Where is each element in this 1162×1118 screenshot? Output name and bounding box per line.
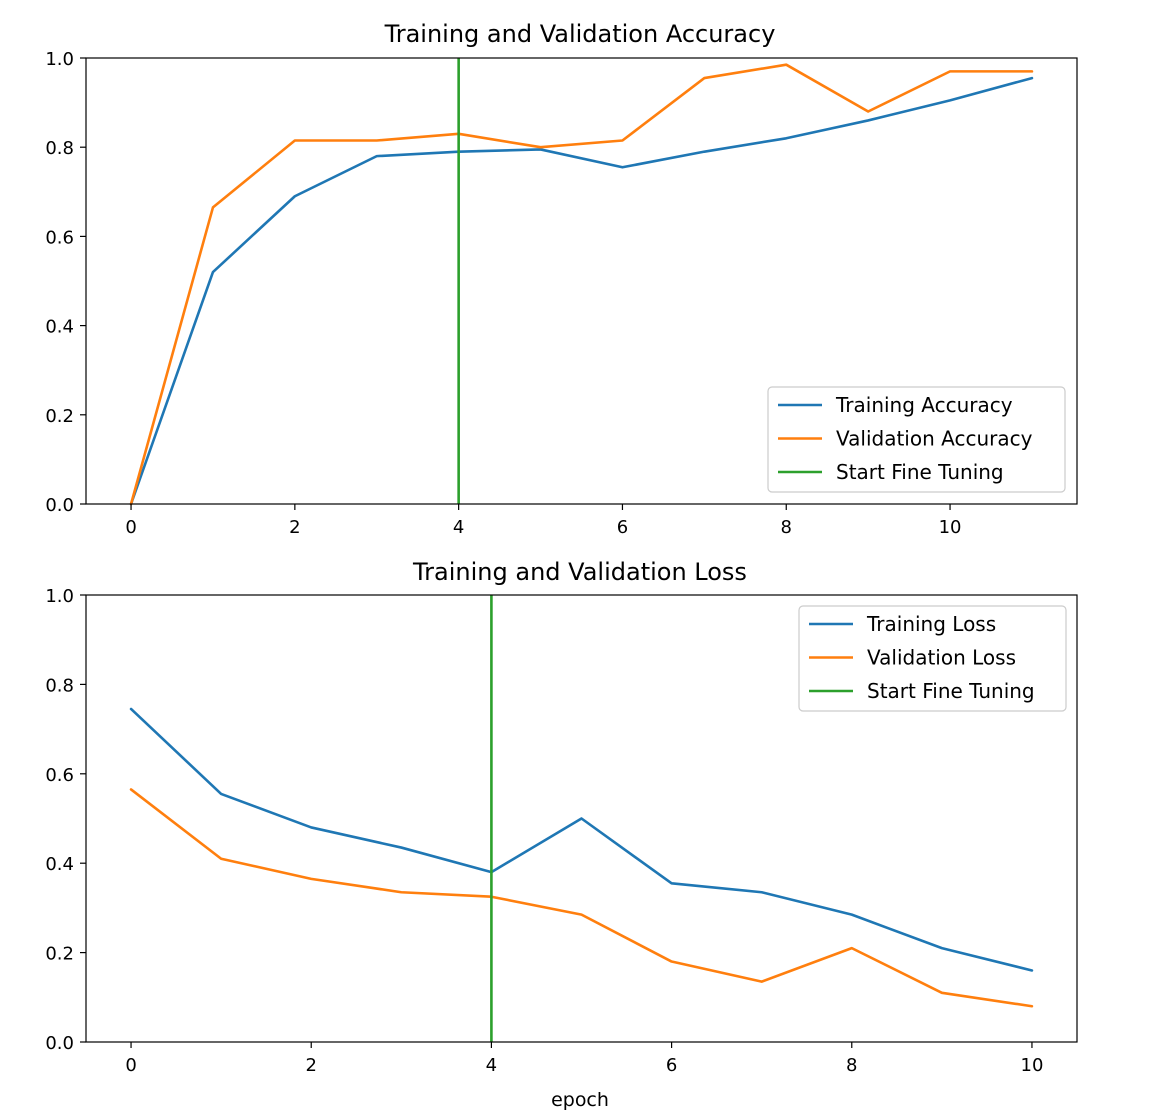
accuracy-x-tick-label: 4 (453, 517, 464, 538)
loss-legend: Training Loss Validation Loss Start Fine T… (798, 605, 1067, 712)
loss-plot-area: 0 2 4 6 8 10 0.0 0.2 0.4 0.6 0.8 1.0 Training Loss Va… (45, 586, 1078, 1076)
loss-y-tick-label: 0.4 (45, 854, 74, 875)
loss-subplot: Training and Validation Loss 0 2 4 6 8 100.00… (45, 558, 1078, 1111)
accuracy-subplot: Training and Validation Accuracy 0 2 4 6 8 10… (45, 20, 1078, 538)
loss-legend-label-start-fine-tuning: Start Fine Tuning (867, 679, 1035, 703)
loss-y-tick-label: 0.6 (45, 765, 74, 786)
accuracy-legend: Training Accuracy Validation Accuracy Star… (767, 386, 1066, 493)
loss-series-validation-loss (129, 788, 1034, 1008)
loss-x-tick-label: 10 (1021, 1055, 1044, 1076)
accuracy-x-tick-label: 2 (289, 517, 300, 538)
loss-x-tick-label: 4 (486, 1055, 497, 1076)
loss-y-tick-label: 0.2 (45, 944, 74, 965)
accuracy-y-tick-label: 0.8 (45, 138, 74, 159)
loss-x-tick-label: 2 (306, 1055, 317, 1076)
accuracy-legend-box (767, 386, 1066, 493)
accuracy-y-tick-label: 0.4 (45, 317, 74, 338)
loss-series-training-loss (129, 707, 1034, 972)
loss-x-tick-label: 0 (125, 1055, 136, 1076)
accuracy-y-tick-label: 0.0 (45, 495, 74, 516)
loss-y-tick-label: 1.0 (45, 586, 74, 607)
accuracy-x-tick-label: 6 (617, 517, 628, 538)
loss-x-tick-label: 6 (666, 1055, 677, 1076)
accuracy-series-training-accuracy (129, 76, 1034, 506)
loss-x-tick-label: 8 (846, 1055, 857, 1076)
accuracy-plot-area: 0 2 4 6 8 10 0.0 0.2 0.4 0.6 0.8 1.0 Training Accura… (45, 49, 1078, 538)
accuracy-title: Training and Validation Accuracy (384, 20, 776, 48)
loss-y-tick-label: 0.0 (45, 1033, 74, 1054)
accuracy-y-tick-label: 0.2 (45, 406, 74, 427)
loss-axes-frame (85, 594, 1078, 1043)
accuracy-x-tick-label: 0 (125, 517, 136, 538)
loss-legend-label-validation-loss: Validation Loss (867, 646, 1016, 670)
accuracy-axes-frame (85, 57, 1078, 505)
loss-title: Training and Validation Loss (412, 558, 747, 586)
accuracy-legend-label-training-accuracy: Training Accuracy (835, 393, 1013, 417)
accuracy-legend-label-validation-accuracy: Validation Accuracy (836, 427, 1033, 451)
accuracy-series-validation-accuracy (129, 63, 1034, 506)
loss-legend-box (798, 605, 1067, 712)
loss-x-axis-label: epoch (551, 1089, 609, 1111)
accuracy-y-tick-label: 1.0 (45, 49, 74, 70)
loss-y-tick-label: 0.8 (45, 675, 74, 696)
accuracy-legend-label-start-fine-tuning: Start Fine Tuning (836, 460, 1004, 484)
loss-legend-label-training-loss: Training Loss (866, 612, 996, 636)
accuracy-x-tick-label: 10 (939, 517, 962, 538)
accuracy-y-tick-label: 0.6 (45, 227, 74, 248)
accuracy-x-tick-label: 8 (781, 517, 792, 538)
